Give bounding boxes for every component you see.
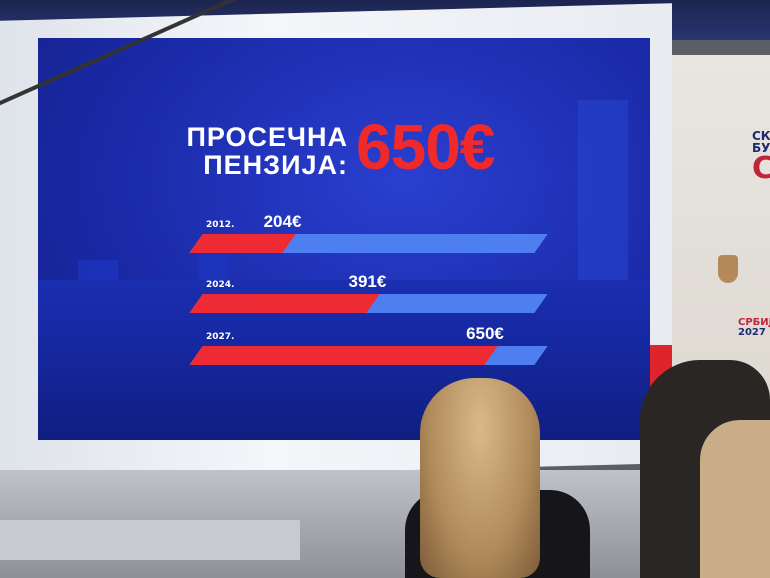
headline-value: 650€ [356, 111, 495, 183]
bar-fill [189, 294, 381, 313]
audience-member [700, 420, 770, 578]
bar-fill [189, 234, 296, 253]
title-line: ПЕНЗИЈА: [203, 150, 348, 180]
bar-value-label: 204€ [263, 212, 302, 231]
bar-fill [189, 346, 498, 365]
bar-category-label: 2024. [206, 280, 235, 290]
logo-text: С [752, 151, 770, 186]
bar-value-label: 391€ [348, 272, 387, 291]
coat-of-arms-icon [718, 255, 738, 283]
srbija-2027-logo: СРБИЈА 2027 [738, 318, 770, 338]
bar-category-label: 2027. [206, 332, 235, 342]
bar-category-label: 2012. [206, 220, 235, 230]
presentation-slide: ПРОСЕЧНА ПЕНЗИЈА: 650€ 2012. 204€ 2024. 391… [38, 38, 650, 440]
logo-text: 2027 [738, 327, 766, 338]
bar-value-label: 650€ [466, 324, 504, 343]
logo-text: СК [752, 129, 770, 143]
logo-text: СРБИЈА [738, 317, 770, 328]
logo-text: БУ [752, 141, 770, 155]
stage-step [0, 520, 300, 560]
slide-title: ПРОСЕЧНА ПЕНЗИЈА: [178, 123, 348, 179]
audience-member-head [420, 378, 540, 578]
campaign-logo: СК БУ С [752, 130, 770, 184]
title-line: ПРОСЕЧНА [186, 122, 348, 152]
